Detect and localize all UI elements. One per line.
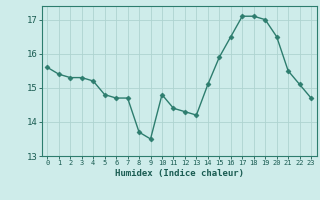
X-axis label: Humidex (Indice chaleur): Humidex (Indice chaleur) [115,169,244,178]
